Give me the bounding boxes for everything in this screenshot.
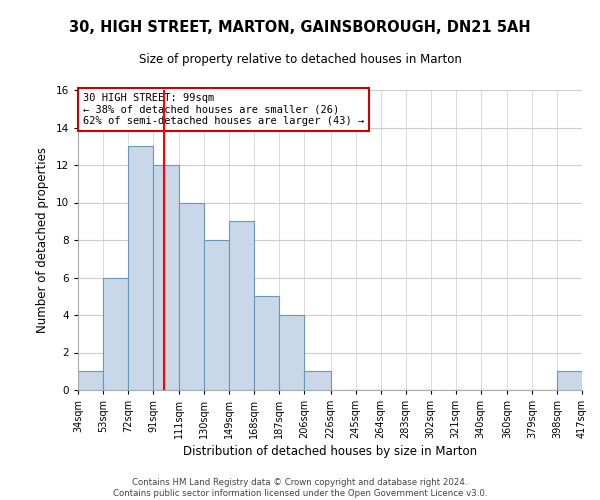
- Bar: [153, 165, 179, 390]
- Text: Contains HM Land Registry data © Crown copyright and database right 2024.
Contai: Contains HM Land Registry data © Crown c…: [113, 478, 487, 498]
- Bar: [304, 371, 331, 390]
- Bar: [229, 221, 254, 390]
- Bar: [179, 202, 205, 390]
- Bar: [557, 371, 582, 390]
- Y-axis label: Number of detached properties: Number of detached properties: [36, 147, 49, 333]
- Bar: [280, 315, 304, 390]
- Text: 30, HIGH STREET, MARTON, GAINSBOROUGH, DN21 5AH: 30, HIGH STREET, MARTON, GAINSBOROUGH, D…: [69, 20, 531, 35]
- Text: 30 HIGH STREET: 99sqm
← 38% of detached houses are smaller (26)
62% of semi-deta: 30 HIGH STREET: 99sqm ← 38% of detached …: [83, 93, 364, 126]
- Bar: [78, 371, 103, 390]
- Bar: [205, 240, 229, 390]
- Text: Size of property relative to detached houses in Marton: Size of property relative to detached ho…: [139, 52, 461, 66]
- Bar: [103, 278, 128, 390]
- X-axis label: Distribution of detached houses by size in Marton: Distribution of detached houses by size …: [183, 446, 477, 458]
- Bar: [254, 296, 280, 390]
- Bar: [128, 146, 153, 390]
